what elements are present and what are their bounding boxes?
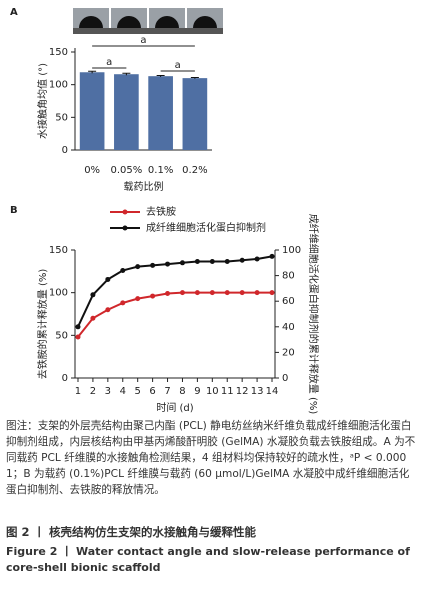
annotation: a: [140, 35, 146, 46]
y-tick-label: 50: [55, 112, 68, 123]
panel-label: B: [10, 205, 18, 216]
x-tick-label: 14: [266, 386, 279, 397]
x-tick-label: 0%: [84, 165, 100, 176]
point: [269, 290, 275, 296]
x-tick-label: 12: [236, 386, 249, 397]
point: [135, 296, 141, 302]
legend-marker: [122, 209, 128, 215]
point: [194, 290, 200, 296]
x-axis-label: 时间 (d): [156, 401, 193, 414]
point: [224, 259, 230, 265]
point: [165, 291, 171, 297]
y2-tick-label: 100: [282, 245, 301, 256]
y2-tick-label: 0: [282, 373, 288, 384]
x-tick-label: 6: [149, 386, 155, 397]
point: [75, 324, 81, 330]
point: [209, 259, 215, 265]
y2-tick-label: 40: [282, 322, 295, 333]
y-tick-label: 100: [49, 80, 68, 91]
point: [150, 293, 156, 299]
point: [75, 334, 81, 340]
point: [254, 290, 260, 296]
point: [135, 264, 141, 270]
x-tick-label: 10: [206, 386, 219, 397]
y-axis-label: 去铁胺的累计释放量 (%): [36, 269, 49, 380]
y2-tick-label: 80: [282, 271, 295, 282]
point: [120, 300, 126, 306]
error-bar: [88, 70, 97, 74]
x-tick-label: 0.2%: [182, 165, 207, 176]
point: [179, 290, 185, 296]
x-tick-label: 7: [164, 386, 170, 397]
y-tick-label: 50: [55, 330, 68, 341]
error-bar: [122, 72, 131, 76]
x-tick-label: 3: [105, 386, 111, 397]
x-axis-label: 载药比例: [124, 180, 164, 193]
point: [239, 290, 245, 296]
y2-tick-label: 60: [282, 296, 295, 307]
point: [224, 290, 230, 296]
point: [105, 307, 111, 313]
legend-marker: [122, 225, 128, 231]
y-axis-label: 水接触角均值 (°): [36, 63, 49, 139]
bar: [148, 76, 173, 150]
x-tick-label: 13: [251, 386, 264, 397]
y-tick-label: 150: [49, 245, 68, 256]
point: [209, 290, 215, 296]
point: [105, 276, 111, 282]
bar: [114, 74, 139, 150]
point: [150, 262, 156, 268]
x-tick-label: 11: [221, 386, 234, 397]
point: [120, 267, 126, 273]
point: [194, 259, 200, 265]
bar: [79, 72, 105, 150]
x-tick-label: 4: [120, 386, 126, 397]
y2-axis-label: 成纤维细胞活化蛋白抑制剂的累计释放量 (%): [307, 214, 320, 415]
bar: [182, 78, 208, 150]
y2-tick-label: 20: [282, 347, 295, 358]
series-line: [77, 291, 273, 338]
annotation: a: [175, 60, 181, 71]
x-tick-label: 8: [179, 386, 185, 397]
caption-title-cn: 图 2 丨 核壳结构仿生支架的水接触角与缓释性能: [6, 525, 257, 539]
error-bar: [156, 75, 165, 77]
y-tick-label: 100: [49, 288, 68, 299]
point: [254, 256, 260, 262]
point: [179, 260, 185, 266]
caption-title-en: Figure 2 丨 Water contact angle and slow-…: [6, 545, 410, 574]
point: [165, 261, 171, 267]
x-tick-label: 1: [75, 386, 81, 397]
point: [90, 292, 96, 298]
x-tick-label: 0.05%: [110, 165, 142, 176]
y-tick-label: 150: [49, 47, 68, 58]
error-bar: [190, 76, 199, 79]
caption-body: 图注：支架的外层壳结构由聚己内酯 (PCL) 静电纺丝纳米纤维负载成纤维细胞活化…: [6, 420, 416, 496]
legend-label: 成纤维细胞活化蛋白抑制剂: [146, 221, 266, 234]
point: [90, 315, 96, 321]
panel-label: A: [10, 7, 18, 18]
y-tick-label: 0: [62, 373, 68, 384]
point: [269, 253, 275, 259]
y-tick-label: 0: [62, 145, 68, 156]
x-tick-label: 9: [194, 386, 200, 397]
x-tick-label: 2: [90, 386, 96, 397]
x-tick-label: 5: [134, 386, 140, 397]
x-tick-label: 0.1%: [148, 165, 173, 176]
annotation: a: [106, 57, 112, 68]
legend-label: 去铁胺: [146, 205, 176, 218]
droplet-images: [73, 8, 223, 34]
point: [239, 257, 245, 263]
